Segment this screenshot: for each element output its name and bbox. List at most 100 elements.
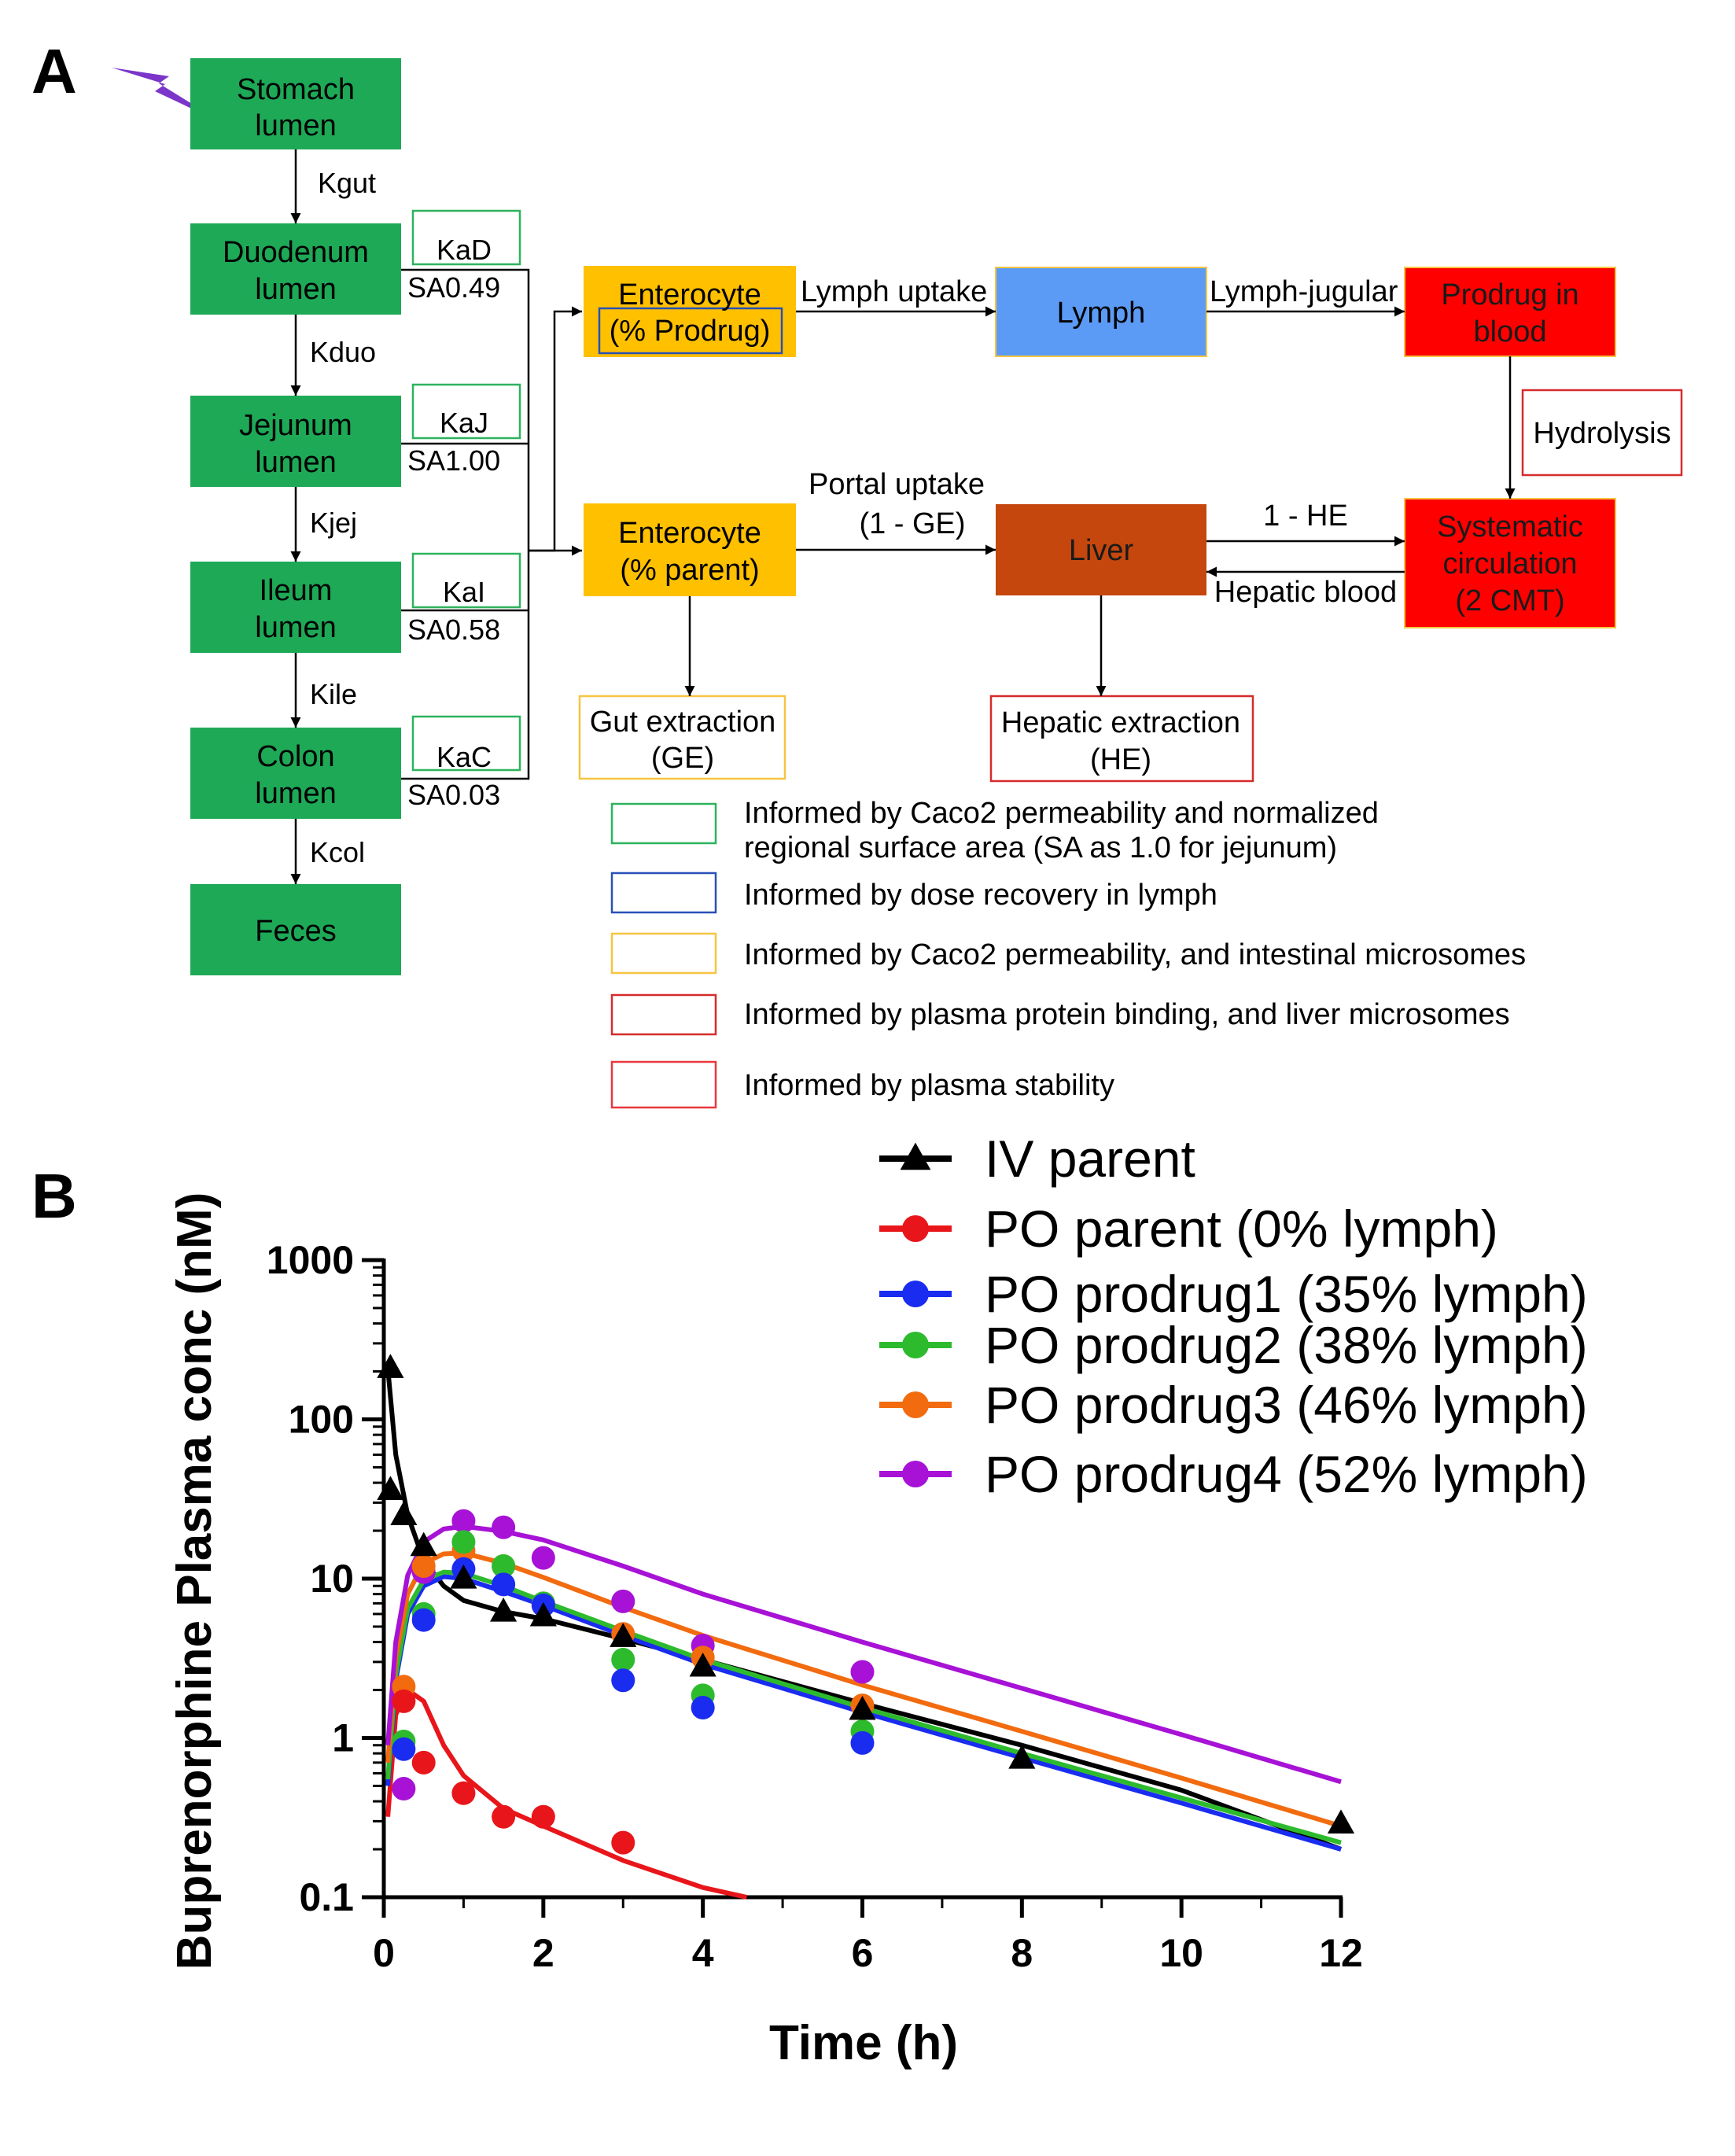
hepatic-extraction-box: Hepatic extraction (HE) bbox=[989, 695, 1254, 783]
duodenum-label-2: lumen bbox=[255, 273, 337, 306]
legend-item-2-label: Informed by dose recovery in lymph bbox=[744, 879, 1217, 912]
legend-label: PO parent (0% lymph) bbox=[985, 1200, 1498, 1258]
liver-label: Liver bbox=[1069, 534, 1134, 567]
data-point-series-6 bbox=[850, 1660, 875, 1684]
gut-extraction-box: Gut extraction (GE) bbox=[578, 695, 786, 780]
hepatic-blood-label: Hepatic blood bbox=[1214, 576, 1397, 609]
data-point-series-6 bbox=[492, 1515, 516, 1539]
systemic-label: Systematic bbox=[1437, 510, 1583, 544]
data-point-series-2 bbox=[531, 1804, 555, 1829]
data-point-series-3 bbox=[392, 1737, 416, 1761]
data-point-series-4 bbox=[611, 1647, 635, 1671]
kac-label: KaC bbox=[437, 741, 492, 773]
data-point-series-2 bbox=[611, 1830, 635, 1855]
feces-box: Feces bbox=[190, 884, 401, 975]
x-tick-label: 10 bbox=[1159, 1931, 1203, 1975]
absorption-box-jejunum: KaJ SA1.00 bbox=[407, 383, 521, 477]
legend-label: PO prodrug1 (35% lymph) bbox=[985, 1265, 1588, 1323]
lymph-box: Lymph bbox=[995, 267, 1207, 357]
colon-box: Colon lumen bbox=[190, 728, 401, 819]
model-line-series-6 bbox=[385, 1524, 1342, 1785]
panel-b-label: B bbox=[31, 1161, 77, 1231]
lymph-label: Lymph bbox=[1057, 297, 1146, 330]
data-point-series-3 bbox=[691, 1695, 715, 1719]
jejunum-label-2: lumen bbox=[255, 446, 337, 479]
y-axis-title: Buprenorphine Plasma conc (nM) bbox=[168, 1192, 222, 1970]
data-point-series-1 bbox=[490, 1598, 518, 1622]
tick-labels: 0.1 1 10 100 1000 0 2 4 6 8 10 12 bbox=[267, 1238, 1363, 1975]
model-line-series-4 bbox=[385, 1569, 1342, 1845]
data-point-series-6 bbox=[451, 1509, 476, 1533]
legend-label: IV parent bbox=[985, 1130, 1195, 1188]
systemic-label-2: circulation bbox=[1442, 547, 1577, 580]
kjej-label: Kjej bbox=[310, 507, 357, 539]
kaj-label: KaJ bbox=[440, 407, 488, 439]
portal-uptake-label: Portal uptake bbox=[809, 468, 985, 501]
stomach-label-2: lumen bbox=[255, 109, 337, 142]
legend-label: PO prodrug2 (38% lymph) bbox=[985, 1316, 1588, 1374]
absorption-box-duodenum: KaD SA0.49 bbox=[407, 209, 521, 304]
kai-label: KaI bbox=[443, 576, 485, 608]
data-point-series-1 bbox=[450, 1564, 477, 1589]
data-point-series-3 bbox=[411, 1608, 436, 1632]
data-point-series-6 bbox=[531, 1546, 555, 1570]
jejunum-box: Jejunum lumen bbox=[190, 396, 401, 487]
lymph-jugular-label: Lymph-jugular bbox=[1210, 275, 1398, 308]
legend-marker bbox=[900, 1142, 931, 1170]
data-point-series-1 bbox=[390, 1501, 418, 1526]
systemic-label-3: (2 CMT) bbox=[1455, 584, 1564, 617]
liver-box: Liver bbox=[996, 504, 1206, 595]
sa-duodenum-label: SA0.49 bbox=[407, 271, 500, 304]
enterocyte-parent-label-2: (% parent) bbox=[620, 554, 759, 587]
x-tick-label: 8 bbox=[1011, 1931, 1033, 1975]
one-minus-he-label: 1 - HE bbox=[1263, 499, 1348, 533]
observed-points bbox=[377, 1354, 1355, 1855]
y-tick-label: 1000 bbox=[267, 1238, 354, 1282]
data-point-series-6 bbox=[392, 1777, 416, 1801]
plot-axes bbox=[381, 1259, 1343, 1900]
model-line-series-5 bbox=[385, 1550, 1342, 1829]
data-point-series-1 bbox=[1008, 1744, 1036, 1769]
data-point-series-1 bbox=[610, 1623, 637, 1647]
colon-label-2: lumen bbox=[255, 777, 337, 810]
legend-item-5-label: Informed by plasma stability bbox=[744, 1069, 1114, 1102]
legend-label: PO prodrug3 (46% lymph) bbox=[985, 1376, 1588, 1434]
data-point-series-6 bbox=[611, 1589, 635, 1613]
model-line-series-3 bbox=[385, 1574, 1342, 1852]
systemic-circulation-box: Systematic circulation (2 CMT) bbox=[1404, 498, 1616, 628]
legend-item-4-label: Informed by plasma protein binding, and … bbox=[744, 998, 1510, 1031]
prodrug-blood-label-2: blood bbox=[1474, 315, 1547, 348]
y-tick-label: 10 bbox=[310, 1557, 354, 1601]
gut-extraction-label-2: (GE) bbox=[651, 742, 714, 775]
data-point-series-1 bbox=[1327, 1809, 1355, 1834]
jejunum-label: Jejunum bbox=[239, 409, 352, 442]
x-axis-title: Time (h) bbox=[769, 2016, 958, 2070]
sa-colon-label: SA0.03 bbox=[407, 779, 500, 811]
stomach-box: Stomach lumen bbox=[190, 58, 401, 149]
enterocyte-prodrug-label-2: (% Prodrug) bbox=[610, 315, 771, 348]
y-tick-label: 1 bbox=[332, 1716, 354, 1760]
data-point-series-1 bbox=[849, 1695, 876, 1720]
legend-marker bbox=[902, 1281, 929, 1307]
feces-label: Feces bbox=[255, 915, 336, 948]
x-tick-label: 4 bbox=[692, 1931, 714, 1975]
sa-ileum-label: SA0.58 bbox=[407, 614, 500, 646]
hepatic-extraction-label: Hepatic extraction bbox=[1001, 706, 1240, 739]
data-point-series-4 bbox=[492, 1553, 516, 1578]
panel-a-label: A bbox=[31, 36, 77, 106]
ileum-label-2: lumen bbox=[255, 611, 337, 644]
legend-marker bbox=[902, 1391, 929, 1418]
enterocyte-prodrug-label: Enterocyte bbox=[618, 278, 761, 311]
hydrolysis-box: Hydrolysis bbox=[1521, 389, 1683, 477]
legend-item-1-label: Informed by Caco2 permeability and norma… bbox=[744, 797, 1379, 830]
data-point-series-1 bbox=[377, 1354, 404, 1378]
model-line-series-2 bbox=[385, 1687, 748, 1900]
legend-marker bbox=[902, 1461, 929, 1487]
ileum-box: Ileum lumen bbox=[190, 562, 401, 653]
data-point-series-1 bbox=[529, 1601, 557, 1627]
legend-label: PO prodrug4 (52% lymph) bbox=[985, 1445, 1588, 1503]
enterocyte-parent-label: Enterocyte bbox=[618, 517, 761, 550]
kad-label: KaD bbox=[437, 234, 492, 266]
legend-item-3-label: Informed by Caco2 permeability, and inte… bbox=[744, 938, 1526, 971]
data-point-series-2 bbox=[411, 1750, 436, 1775]
